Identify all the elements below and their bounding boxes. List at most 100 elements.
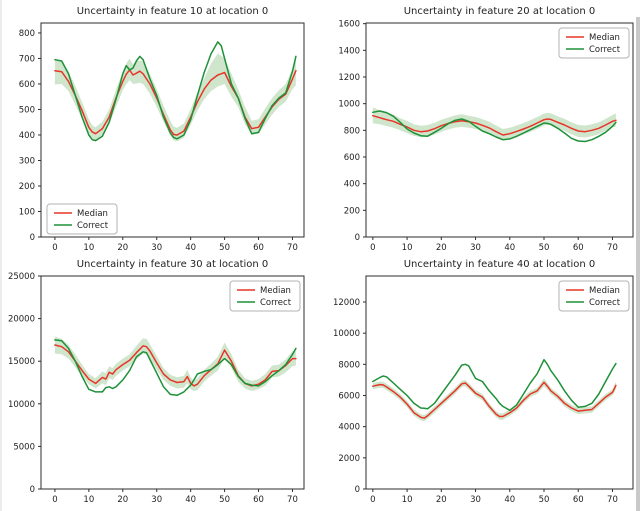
x-tick-label: 60 <box>253 243 264 253</box>
x-tick-label: 50 <box>539 495 550 505</box>
axes-feature-10: 0 10 20 30 40 50 60 700100200300400500600700800… <box>19 22 305 253</box>
x-tick-label: 0 <box>52 495 57 505</box>
y-tick-label: 500 <box>19 105 35 115</box>
x-tick-label: 0 <box>52 243 57 253</box>
y-tick-label: 5000 <box>13 442 35 452</box>
correct-line <box>372 110 617 143</box>
legend-label-correct: Correct <box>260 298 292 308</box>
x-tick-label: 20 <box>117 243 128 253</box>
legend-box <box>46 203 118 235</box>
x-tick-label: 0 <box>370 495 375 505</box>
legend-label-median: Median <box>77 209 108 219</box>
uncertainty-band <box>372 378 616 422</box>
legend-box <box>229 280 301 312</box>
y-tick-label: 100 <box>19 207 35 217</box>
x-tick-label: 40 <box>185 243 196 253</box>
legend-box <box>558 27 630 59</box>
x-tick-label: 40 <box>185 495 196 505</box>
x-tick-label: 20 <box>436 495 447 505</box>
y-tick-label: 20000 <box>8 315 35 325</box>
y-tick-label: 800 <box>344 126 360 136</box>
y-tick-label: 6000 <box>338 392 360 402</box>
y-tick-label: 0 <box>355 485 360 495</box>
x-tick-label: 30 <box>151 243 162 253</box>
x-tick-label: 10 <box>83 495 94 505</box>
y-tick-label: 1400 <box>338 46 360 56</box>
median-line <box>372 381 617 419</box>
subplot-title-feature-40: Uncertainty in feature 40 at location 0 <box>403 259 596 270</box>
x-tick-label: 60 <box>253 495 264 505</box>
x-tick-label: 60 <box>573 243 584 253</box>
x-tick-label: 10 <box>83 243 94 253</box>
x-tick-label: 70 <box>287 243 298 253</box>
axes-frame <box>40 275 305 490</box>
legend-label-median: Median <box>260 286 291 296</box>
y-tick-label: 400 <box>344 180 360 190</box>
y-tick-label: 800 <box>19 29 35 39</box>
x-tick-label: 70 <box>607 495 618 505</box>
legend-label-correct: Correct <box>589 45 621 55</box>
x-tick-label: 50 <box>219 243 230 253</box>
axes-frame <box>40 22 305 238</box>
x-tick-label: 30 <box>470 495 481 505</box>
legend: Median Correct <box>229 280 301 312</box>
subplot-title-feature-30: Uncertainty in feature 30 at location 0 <box>76 259 269 270</box>
x-tick-label: 30 <box>151 495 162 505</box>
y-tick-label: 1200 <box>338 73 360 83</box>
correct-line <box>54 339 297 397</box>
subplot-title-feature-20: Uncertainty in feature 20 at location 0 <box>403 6 596 17</box>
correct-line <box>372 358 617 412</box>
y-tick-label: 0 <box>30 233 35 243</box>
y-tick-label: 200 <box>19 182 35 192</box>
legend: Median Correct <box>558 280 630 312</box>
y-tick-label: 2000 <box>338 454 360 464</box>
x-tick-label: 10 <box>402 243 413 253</box>
y-tick-label: 4000 <box>338 423 360 433</box>
uncertainty-band <box>54 336 296 391</box>
x-tick-label: 60 <box>573 495 584 505</box>
y-tick-label: 15000 <box>8 357 35 367</box>
x-tick-label: 50 <box>219 495 230 505</box>
y-tick-label: 1600 <box>338 20 360 30</box>
x-tick-label: 40 <box>504 243 515 253</box>
x-tick-label: 70 <box>287 495 298 505</box>
y-tick-label: 25000 <box>8 272 35 282</box>
subplot-title-feature-10: Uncertainty in feature 10 at location 0 <box>76 6 269 17</box>
y-tick-label: 12000 <box>333 298 360 308</box>
x-tick-label: 50 <box>539 243 550 253</box>
x-tick-label: 40 <box>504 495 515 505</box>
axes-feature-20: 0 10 20 30 40 50 60 70 0 200 400 600 800 1000 1200 1400… <box>338 20 634 253</box>
legend-label-median: Median <box>589 33 620 43</box>
x-tick-label: 30 <box>470 243 481 253</box>
legend-label-median: Median <box>589 286 620 296</box>
y-tick-label: 300 <box>19 156 35 166</box>
axes-feature-40: 0 10 20 30 40 50 60 70 0 2000 4000 6000 8000 10000 120… <box>333 275 634 505</box>
left-window-edge <box>0 0 2 511</box>
median-line <box>54 69 297 136</box>
axes-frame <box>365 275 634 490</box>
y-tick-label: 600 <box>344 153 360 163</box>
x-tick-label: 20 <box>436 243 447 253</box>
y-tick-label: 700 <box>19 54 35 64</box>
y-tick-label: 10000 <box>333 329 360 339</box>
y-tick-label: 10000 <box>8 400 35 410</box>
axes-feature-30: 0 10 20 30 40 50 60 70 0 5000 10000 15000 20000 25000… <box>8 272 305 505</box>
x-tick-label: 70 <box>607 243 618 253</box>
y-tick-label: 200 <box>344 206 360 216</box>
right-window-edge <box>636 17 640 511</box>
legend: Median Correct <box>46 203 118 235</box>
y-tick-label: 8000 <box>338 360 360 370</box>
y-tick-label: 0 <box>30 485 35 495</box>
median-line <box>372 114 617 136</box>
legend: Median Correct <box>558 27 630 59</box>
x-tick-label: 0 <box>370 243 375 253</box>
x-tick-label: 10 <box>402 495 413 505</box>
y-tick-label: 400 <box>19 131 35 141</box>
y-tick-label: 0 <box>355 233 360 243</box>
legend-label-correct: Correct <box>589 298 621 308</box>
correct-line <box>54 41 297 142</box>
legend-box <box>558 280 630 312</box>
y-tick-label: 600 <box>19 80 35 90</box>
